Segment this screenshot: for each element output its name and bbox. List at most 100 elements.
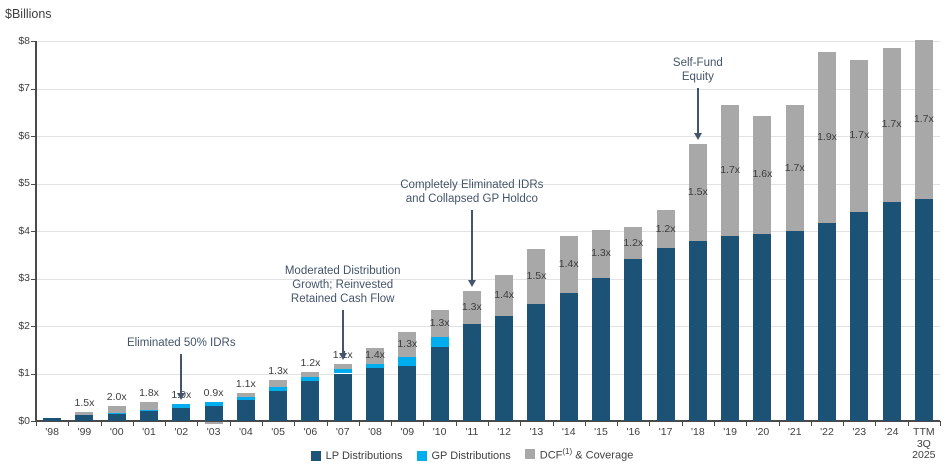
- gridline: [36, 136, 940, 137]
- y-axis-tick: [31, 136, 36, 137]
- bar-segment-dcf-coverage: [236, 393, 255, 398]
- y-axis-label: $5: [18, 177, 30, 189]
- bar-segment-dcf-coverage: [721, 105, 740, 237]
- bar-segment-dcf-coverage: [624, 227, 643, 259]
- coverage-ratio-label: 1.1x: [235, 378, 256, 391]
- bar-segment-dcf-coverage: [914, 40, 933, 200]
- x-axis-category-label: '17: [658, 426, 673, 438]
- x-axis-tick: [326, 421, 328, 426]
- x-axis-tick: [358, 421, 360, 426]
- x-axis-tick: [423, 421, 425, 426]
- bar-segment-gp-distributions: [366, 363, 384, 369]
- bar-segment-gp-distributions: [430, 336, 449, 347]
- bar-segment-lp-distributions: [914, 199, 933, 421]
- x-axis-category-label: '06: [303, 426, 318, 438]
- x-axis: [35, 420, 940, 422]
- bar-segment-lp-distributions: [753, 234, 772, 421]
- x-axis-tick: [132, 421, 134, 426]
- coverage-ratio-label: 1.3x: [461, 300, 482, 313]
- x-axis-tick: [262, 421, 263, 426]
- x-axis-category-label: '00: [109, 426, 124, 438]
- bar-segment-dcf-coverage: [366, 348, 384, 364]
- bar-segment-lp-distributions: [204, 405, 223, 421]
- bar-segment-lp-distributions: [333, 373, 352, 421]
- coverage-ratio-label: 1.4x: [365, 349, 385, 362]
- bar-segment-gp-distributions: [172, 404, 191, 408]
- y-axis-tick: [31, 278, 36, 280]
- x-axis-tick: [455, 421, 457, 426]
- coverage-ratio-label: 1.2x: [300, 356, 321, 369]
- coverage-ratio-label: 1.4x: [494, 288, 515, 301]
- legend-item: DCF(1) & Coverage: [524, 447, 633, 462]
- annotation-self-fund-equity: Self-Fund Equity: [672, 57, 723, 84]
- bar-segment-gp-distributions: [140, 409, 158, 412]
- bar-segment-lp-distributions: [430, 346, 449, 421]
- coverage-ratio-label: 1.7x: [913, 113, 934, 126]
- bar-segment-dcf-coverage: [430, 309, 449, 337]
- coverage-ratio-label: 1.5x: [526, 269, 547, 282]
- coverage-ratio-label: 0.9x: [203, 387, 224, 400]
- y-axis-label: $7: [18, 82, 30, 94]
- gridline: [36, 373, 940, 375]
- bar-segment-gp-distributions: [269, 386, 288, 391]
- x-axis-category-label: '18: [691, 426, 705, 438]
- y-axis-tick: [31, 183, 36, 185]
- bar-segment-dcf-coverage-below-axis: [204, 422, 223, 425]
- coverage-ratio-label: 1.5x: [687, 186, 708, 199]
- annotation-arrow-completely-eliminated-idrs: [470, 210, 473, 282]
- x-axis-tick: [843, 421, 845, 426]
- x-axis-category-label: '15: [594, 426, 608, 438]
- x-axis-tick: [714, 421, 715, 426]
- bar-segment-dcf-coverage: [688, 144, 707, 241]
- y-axis-label: $6: [18, 129, 30, 142]
- x-axis-category-label: '08: [368, 426, 382, 438]
- x-axis-category-label: TTM 3Q 2025: [912, 426, 936, 461]
- coverage-ratio-label: 1.7x: [720, 164, 741, 177]
- bar-segment-lp-distributions: [559, 293, 578, 421]
- x-axis-tick: [391, 421, 393, 426]
- x-axis-tick: [617, 421, 619, 426]
- bar-segment-lp-distributions: [398, 365, 417, 421]
- x-axis-category-label: '01: [142, 426, 156, 438]
- x-axis-category-label: '11: [465, 426, 479, 438]
- coverage-ratio-label: 1.3x: [397, 338, 418, 351]
- bar-segment-lp-distributions: [882, 201, 901, 421]
- bar-segment-dcf-coverage: [495, 274, 514, 316]
- coverage-ratio-label: 1.7x: [849, 129, 870, 142]
- annotation-arrowhead-eliminated-50-idrs: [177, 393, 186, 401]
- x-axis-tick: [907, 421, 909, 426]
- bar-segment-lp-distributions: [688, 240, 707, 421]
- y-axis-label: $8: [18, 34, 30, 47]
- bar-segment-lp-distributions: [527, 304, 546, 421]
- bar-segment-lp-distributions: [107, 413, 126, 421]
- x-axis-tick: [197, 421, 199, 426]
- legend-swatch: [524, 449, 535, 460]
- gridline: [36, 183, 940, 185]
- annotation-arrowhead-moderated-distribution-growth: [338, 353, 347, 360]
- coverage-ratio-label: 1.7x: [784, 161, 805, 174]
- coverage-ratio-label: 1.5x: [74, 396, 95, 409]
- bar-segment-dcf-coverage: [753, 115, 772, 235]
- gridline: [36, 88, 940, 90]
- coverage-ratio-label: 1.6x: [752, 168, 773, 181]
- y-axis-tick: [31, 231, 36, 232]
- legend-label: LP Distributions: [325, 449, 403, 462]
- x-axis-category-label: '13: [529, 426, 544, 438]
- bar-segment-dcf-coverage: [140, 402, 158, 410]
- x-axis-category-label: '03: [206, 426, 221, 438]
- bar-segment-dcf-coverage: [592, 230, 610, 278]
- x-axis-category-label: '05: [271, 426, 285, 438]
- x-axis-tick: [584, 421, 586, 426]
- x-axis-tick: [488, 421, 489, 426]
- gridline: [36, 41, 940, 42]
- bar-segment-lp-distributions: [172, 407, 191, 421]
- annotation-arrowhead-self-fund-equity: [693, 133, 702, 141]
- x-axis-tick: [68, 421, 70, 426]
- legend-swatch: [416, 450, 427, 461]
- bar-segment-dcf-coverage: [559, 236, 578, 294]
- x-axis-category-label: '22: [820, 426, 834, 438]
- legend-label: GP Distributions: [431, 449, 511, 462]
- x-axis-category-label: '99: [77, 426, 92, 438]
- y-axis-tick: [31, 373, 36, 375]
